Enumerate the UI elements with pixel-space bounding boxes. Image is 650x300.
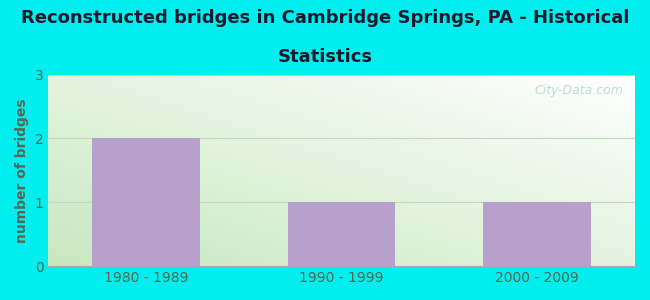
Text: Reconstructed bridges in Cambridge Springs, PA - Historical: Reconstructed bridges in Cambridge Sprin… (21, 9, 629, 27)
Text: Statistics: Statistics (278, 48, 372, 66)
Text: City-Data.com: City-Data.com (534, 84, 623, 97)
Bar (92, 138, 200, 266)
Bar (288, 202, 395, 266)
Bar (484, 202, 591, 266)
Y-axis label: number of bridges: number of bridges (15, 98, 29, 243)
